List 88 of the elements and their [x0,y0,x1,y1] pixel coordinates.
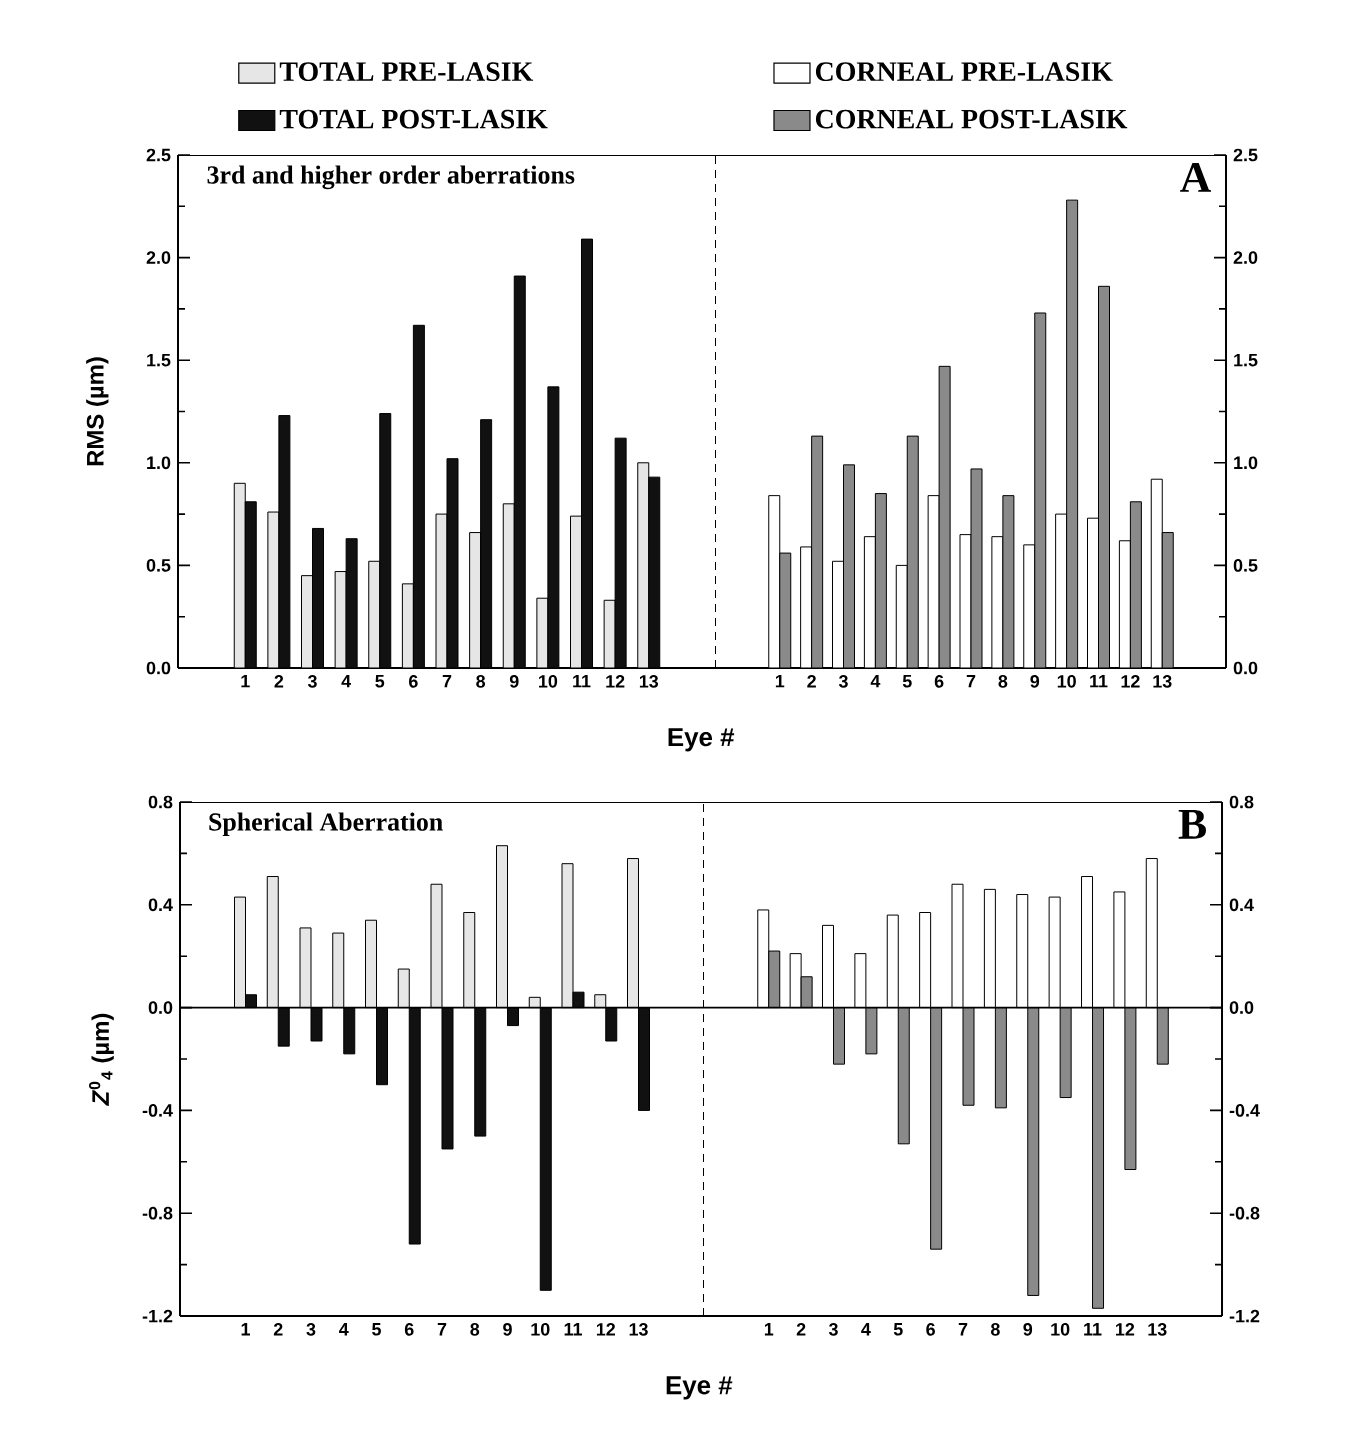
y-tick-label: -1.2 [1229,1309,1260,1323]
x-tick-label: 13 [639,675,659,688]
x-tick-label: 5 [893,1323,903,1336]
x-tick-label: 4 [861,1323,871,1336]
x-tick-label: 5 [372,1323,381,1336]
x-tick-label: 2 [796,1323,806,1336]
x-tick-label: 6 [404,1323,414,1336]
x-tick-label: 9 [1023,1323,1033,1336]
y-tick-label: 2.0 [1233,251,1258,264]
legend-label: TOTAL PRE-LASIK [279,62,534,82]
y-tick-label: -0.4 [142,1104,173,1117]
x-tick-label: 6 [926,1323,935,1336]
y-tick-label: -1.2 [142,1309,173,1323]
x-tick-label: 3 [828,1323,838,1336]
x-tick-label: 11 [1090,675,1108,688]
x-tick-label: 7 [966,675,976,688]
x-tick-label: 3 [838,675,848,688]
x-tick-label: 9 [503,1323,512,1336]
y-axis-title: Z$^{0}$$_{4}$ (µm) [89,1013,114,1106]
y-tick-label: 0.4 [148,898,173,912]
x-tick-label: 13 [1153,675,1172,688]
x-tick-label: 12 [606,675,625,688]
x-tick-label: 12 [1121,675,1140,688]
x-tick-label: 10 [539,675,558,688]
y-tick-label: 1.5 [1234,353,1258,367]
x-tick-label: 7 [437,1323,447,1336]
y-tick-label: 1.0 [1234,456,1258,470]
x-tick-label: 3 [307,675,317,688]
y-tick-label: 1.0 [147,456,171,470]
x-tick-label: 9 [509,675,519,688]
chart-title: Spherical Aberration [209,812,443,836]
y-tick-label: 0.8 [1229,795,1254,809]
x-tick-label: 3 [306,1323,316,1336]
y-tick-label: 0.0 [1233,661,1258,675]
y-tick-label: 0.0 [148,1001,173,1014]
x-tick-label: 13 [1148,1323,1167,1336]
x-tick-label: 6 [934,675,944,688]
x-tick-label: 7 [442,675,452,688]
x-axis-title: Eye # [668,728,735,752]
x-tick-label: 1 [775,675,785,688]
x-tick-label: 10 [531,1323,550,1336]
y-tick-label: 0.4 [1229,898,1254,912]
y-tick-label: 2.5 [1233,148,1258,162]
y-tick-label: -0.8 [142,1206,173,1220]
legend-label: TOTAL POST-LASIK [279,109,548,129]
chart-title: B [1178,809,1206,839]
legend-label: CORNEAL PRE-LASIK [815,62,1113,82]
x-tick-label: 4 [341,675,352,688]
x-tick-label: 1 [764,1323,774,1336]
chart-title: 3rd and higher order aberrations [207,165,575,190]
y-tick-label: 0.5 [1233,559,1258,572]
y-tick-label: -0.4 [1229,1104,1260,1117]
x-tick-label: 8 [990,1323,1000,1336]
legend-label: CORNEAL POST-LASIK [815,109,1128,129]
x-tick-label: 8 [470,1323,480,1336]
x-tick-label: 11 [1084,1323,1102,1336]
y-tick-label: 1.5 [147,353,171,367]
y-tick-label: -0.8 [1229,1206,1260,1220]
x-tick-label: 1 [241,1323,250,1336]
x-tick-label: 8 [998,675,1008,688]
x-tick-label: 12 [596,1323,615,1336]
chart-title: A [1180,162,1212,192]
y-tick-label: 2.0 [146,251,171,264]
x-tick-label: 13 [629,1323,648,1336]
x-tick-label: 8 [476,675,486,688]
x-tick-label: 5 [902,675,912,688]
x-tick-label: 2 [274,675,284,688]
x-tick-label: 10 [1057,675,1076,688]
y-tick-label: 2.5 [146,148,171,162]
x-tick-label: 4 [870,675,881,688]
x-tick-label: 10 [1051,1323,1070,1336]
y-tick-label: 0.8 [148,795,173,809]
x-tick-label: 11 [573,675,591,688]
y-tick-label: 0.5 [146,559,171,572]
y-axis-title: RMS (µm) [86,357,109,466]
x-tick-label: 9 [1030,675,1040,688]
y-tick-label: 0.0 [1229,1001,1254,1014]
x-tick-label: 4 [339,1323,349,1336]
x-tick-label: 5 [375,675,385,688]
y-tick-label: 0.0 [146,661,171,675]
x-tick-label: 7 [958,1323,968,1336]
x-tick-label: 6 [409,675,418,688]
x-axis-title: Eye # [666,1376,733,1400]
x-tick-label: 2 [273,1323,283,1336]
x-tick-label: 1 [241,675,250,688]
x-tick-label: 2 [807,675,816,688]
x-tick-label: 11 [564,1323,582,1336]
x-tick-label: 12 [1116,1323,1135,1336]
